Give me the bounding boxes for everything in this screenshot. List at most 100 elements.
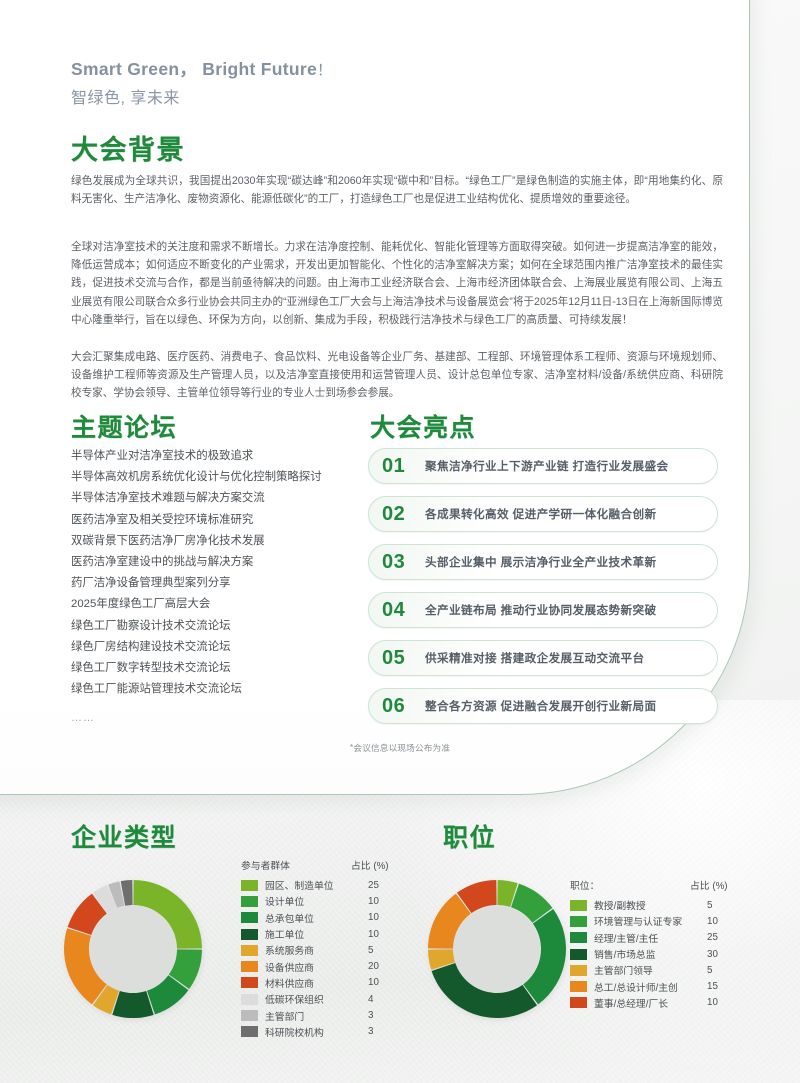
section-title-highlights: 大会亮点 bbox=[370, 414, 477, 442]
section-title-forums: 主题论坛 bbox=[71, 414, 178, 442]
donut-segment bbox=[92, 984, 120, 1015]
legend-swatch bbox=[570, 948, 587, 960]
forum-list-item: 半导体洁净室技术难题与解决方案交流 bbox=[71, 492, 265, 505]
legend-value: 4 bbox=[368, 993, 374, 1005]
legend-value: 3 bbox=[368, 1010, 374, 1022]
highlight-text: 全产业链布局 推动行业协同发展态势新突破 bbox=[425, 604, 657, 617]
legend-value: 10 bbox=[707, 997, 718, 1009]
donut-hole bbox=[454, 906, 540, 992]
donut-segment bbox=[92, 885, 117, 914]
legend-label: 材料供应商 bbox=[265, 978, 314, 990]
donut-segment bbox=[431, 962, 538, 1018]
legend-value: 25 bbox=[368, 879, 379, 891]
legend-value: 15 bbox=[707, 981, 718, 993]
highlight-text: 各成果转化高效 促进产学研一体化融合创新 bbox=[425, 508, 657, 521]
legend-value: 10 bbox=[368, 977, 379, 989]
forum-list-item: 医药洁净室建设中的挑战与解决方案 bbox=[71, 556, 254, 569]
legend-enterprise: 参与者群体 占比 (%) 园区、制造单位 25 设计单位 10 总承包单位 10 施工单位 10 系… bbox=[241, 858, 389, 1040]
donut-segment bbox=[108, 881, 125, 908]
legend-swatch bbox=[241, 912, 258, 924]
forum-list: 半导体产业对洁净室技术的极致追求 半导体高效机房系统优化设计与优化控制策略探讨 半导… bbox=[71, 446, 371, 730]
slogan-chinese: 智绿色, 享未来 bbox=[71, 90, 180, 107]
donut-segment bbox=[456, 880, 497, 914]
slogan-english: Smart Green， Bright Future！ bbox=[71, 56, 332, 81]
legend-value: 25 bbox=[707, 932, 718, 944]
highlight-text: 聚焦洁净行业上下游产业链 打造行业发展盛会 bbox=[425, 460, 669, 473]
footnote-text: 会议信息以现场公布为准 bbox=[353, 743, 451, 753]
donut-segment bbox=[510, 883, 553, 923]
donut-segment bbox=[120, 880, 133, 906]
legend-swatch bbox=[570, 932, 587, 944]
forum-list-item: 医药洁净室及相关受控环境标准研究 bbox=[71, 513, 254, 526]
highlight-card[interactable]: 01 聚焦洁净行业上下游产业链 打造行业发展盛会 bbox=[368, 448, 718, 484]
legend-label: 科研院校机构 bbox=[265, 1027, 324, 1039]
legend-label: 设备供应商 bbox=[265, 962, 314, 974]
legend-row: 主管部门领导 5 bbox=[570, 962, 728, 978]
highlight-card[interactable]: 02 各成果转化高效 促进产学研一体化融合创新 bbox=[368, 496, 718, 532]
legend-row: 系统服务商 5 bbox=[241, 942, 389, 958]
legend-label: 销售/市场总监 bbox=[594, 950, 656, 962]
legend-row: 施工单位 10 bbox=[241, 926, 389, 942]
legend-value: 10 bbox=[368, 895, 379, 907]
legend-row: 环境管理与认证专家 10 bbox=[570, 913, 728, 929]
highlight-number: 02 bbox=[382, 502, 406, 525]
legend-value: 5 bbox=[707, 899, 713, 911]
legend-label: 园区、制造单位 bbox=[265, 881, 334, 893]
slogan-exclamation: ！ bbox=[317, 62, 333, 79]
slogan-block: Smart Green， Bright Future！ 智绿色, 享未来 bbox=[71, 56, 332, 108]
forum-list-item: 绿色工厂能源站管理技术交流论坛 bbox=[71, 683, 242, 696]
legend-swatch bbox=[241, 928, 258, 940]
highlight-card[interactable]: 05 供采精准对接 搭建政企发展互动交流平台 bbox=[368, 640, 718, 676]
legend-label: 主管部门 bbox=[265, 1011, 305, 1023]
legend-value: 5 bbox=[368, 944, 374, 956]
highlight-number: 06 bbox=[382, 694, 406, 717]
highlight-number: 01 bbox=[382, 454, 406, 477]
donut-segment bbox=[428, 893, 471, 949]
legend-row: 销售/市场总监 30 bbox=[570, 946, 728, 962]
legend-label: 教授/副教授 bbox=[594, 901, 646, 913]
legend-swatch bbox=[241, 977, 258, 989]
legend-header-row: 职位： 占比 (%) bbox=[570, 878, 728, 892]
legend-header-pct: 占比 (%) bbox=[690, 881, 728, 892]
legend-header-name: 参与者群体 bbox=[241, 861, 290, 872]
forum-list-more: …… bbox=[71, 712, 95, 725]
legend-label: 主管部门领导 bbox=[594, 966, 653, 978]
legend-row: 总承包单位 10 bbox=[241, 910, 389, 926]
forum-list-item: 绿色工厂勘察设计技术交流论坛 bbox=[71, 619, 231, 632]
donut-chart-enterprise bbox=[62, 878, 204, 1020]
forum-list-item: 绿色厂房结构建设技术交流论坛 bbox=[71, 640, 231, 653]
highlight-card[interactable]: 04 全产业链布局 推动行业协同发展态势新突破 bbox=[368, 592, 718, 628]
donut-segment bbox=[112, 990, 154, 1018]
legend-value: 20 bbox=[368, 961, 379, 973]
donut-segment bbox=[168, 949, 202, 990]
forum-list-item: 绿色工厂数字转型技术交流论坛 bbox=[71, 662, 231, 675]
forum-list-item: 2025年度绿色工厂高层大会 bbox=[71, 598, 211, 611]
legend-swatch bbox=[570, 997, 587, 1009]
legend-row: 低碳环保组织 4 bbox=[241, 991, 389, 1007]
highlight-number: 03 bbox=[382, 550, 406, 573]
legend-value: 10 bbox=[707, 915, 718, 927]
legend-swatch bbox=[570, 964, 587, 976]
legend-row: 材料供应商 10 bbox=[241, 975, 389, 991]
highlight-text: 供采精准对接 搭建政企发展互动交流平台 bbox=[425, 652, 645, 665]
legend-label: 经理/主管/主任 bbox=[594, 933, 659, 945]
legend-label: 施工单位 bbox=[265, 930, 305, 942]
legend-swatch bbox=[241, 879, 258, 891]
legend-label: 系统服务商 bbox=[265, 946, 314, 958]
chart-title-position: 职位 bbox=[443, 824, 497, 852]
highlight-card[interactable]: 06 整合各方资源 促进融合发展开创行业新局面 bbox=[368, 688, 718, 724]
legend-row: 经理/主管/主任 25 bbox=[570, 930, 728, 946]
legend-swatch bbox=[241, 895, 258, 907]
forum-list-item: 双碳背景下医药洁净厂房净化技术发展 bbox=[71, 534, 265, 547]
legend-row: 主管部门 3 bbox=[241, 1007, 389, 1023]
legend-label: 总承包单位 bbox=[265, 913, 314, 925]
donut-segment bbox=[428, 949, 456, 970]
donut-segment bbox=[497, 880, 518, 908]
legend-value: 10 bbox=[368, 928, 379, 940]
chart-title-enterprise: 企业类型 bbox=[71, 824, 178, 852]
legend-row: 设备供应商 20 bbox=[241, 958, 389, 974]
legend-header-row: 参与者群体 占比 (%) bbox=[241, 858, 389, 872]
legend-header-pct: 占比 (%) bbox=[351, 861, 389, 872]
highlight-card[interactable]: 03 头部企业集中 展示洁净行业全产业技术革新 bbox=[368, 544, 718, 580]
